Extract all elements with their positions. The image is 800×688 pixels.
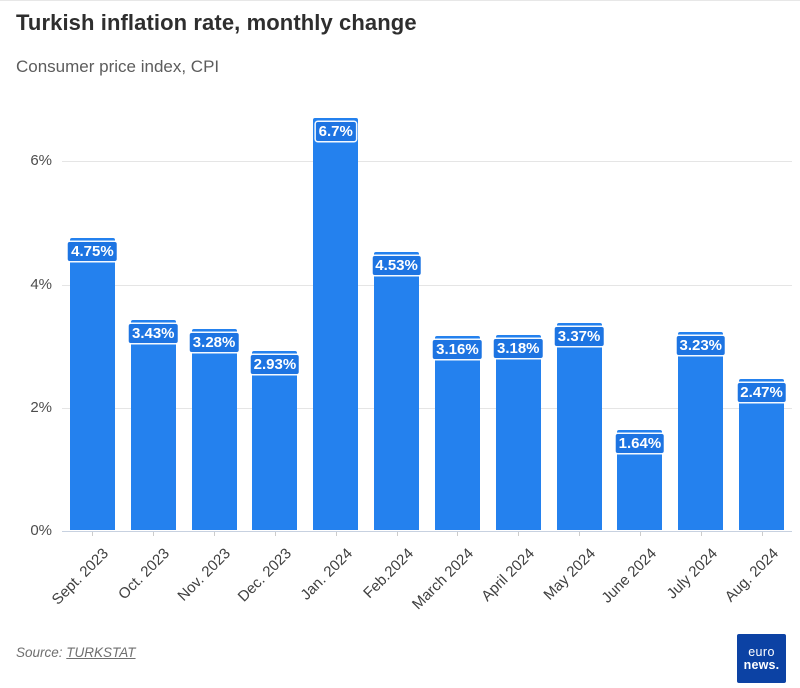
value-label: 3.43%: [128, 323, 178, 343]
y-axis-tick-label: 4%: [30, 275, 52, 293]
bar-may-2024: [556, 323, 602, 530]
x-axis-tick: [153, 532, 155, 536]
bar-nov-2023: [191, 328, 237, 530]
y-axis-tick-label: 6%: [30, 152, 52, 170]
value-label: 3.16%: [433, 340, 482, 360]
value-label: 4.75%: [68, 242, 117, 262]
value-label: 1.64%: [615, 433, 665, 453]
bar-aug-2024: [739, 378, 785, 530]
x-axis-tick: [274, 532, 276, 536]
bar-march-2024: [434, 336, 480, 530]
x-axis-tick: [700, 532, 702, 536]
euronews-logo-line2: news.: [743, 657, 780, 672]
bar-jan-2024: [313, 118, 359, 530]
source-note: Source: TURKSTAT: [16, 645, 136, 660]
bar-oct-2023: [130, 319, 176, 530]
value-label: 6.7%: [315, 122, 356, 142]
x-axis-tick: [518, 532, 520, 536]
value-label: 2.47%: [737, 382, 786, 402]
chart-title: Turkish inflation rate, monthly change: [16, 10, 417, 35]
source-prefix: Source:: [16, 645, 63, 660]
chart-subtitle: Consumer price index, CPI: [16, 57, 220, 76]
x-axis-tick: [639, 532, 641, 536]
bar-feb-2024: [374, 251, 420, 530]
euronews-logo: euro news.: [737, 634, 786, 683]
value-label: 4.53%: [372, 255, 421, 275]
bar-sept-2023: [69, 238, 115, 530]
gridline-4%: [62, 284, 792, 286]
x-axis-tick: [92, 532, 94, 536]
x-axis-tick: [457, 532, 459, 536]
x-axis-tick: [214, 532, 216, 536]
value-label: 3.18%: [493, 339, 543, 359]
y-axis-tick-label: 0%: [30, 522, 52, 539]
x-axis-tick: [396, 532, 398, 536]
x-axis-tick: [579, 532, 581, 536]
value-label: 3.23%: [676, 336, 726, 356]
value-label: 3.28%: [189, 332, 239, 352]
x-axis-tick: [335, 532, 337, 536]
gridline-2%: [62, 407, 792, 409]
bar-april-2024: [495, 335, 541, 530]
y-axis-tick-label: 2%: [30, 398, 52, 416]
bar-july-2024: [678, 332, 724, 530]
value-label: 3.37%: [554, 327, 604, 347]
gridline-6%: [62, 161, 792, 163]
bar-dec-2023: [252, 350, 298, 530]
source-link[interactable]: TURKSTAT: [66, 645, 136, 660]
value-label: 2.93%: [250, 354, 300, 374]
x-axis-tick: [761, 532, 763, 536]
euronews-logo-line1: euro: [748, 644, 775, 659]
x-axis-baseline: [62, 531, 792, 532]
